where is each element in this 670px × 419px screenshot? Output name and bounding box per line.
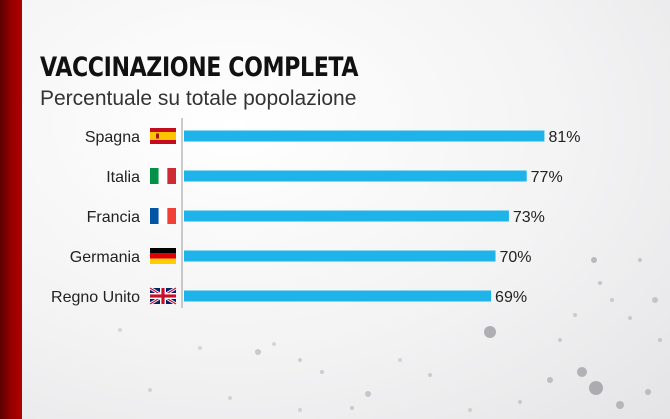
bar-italia	[184, 170, 527, 182]
france-flag-icon	[150, 208, 176, 224]
value-label-germania: 70%	[500, 249, 532, 266]
bar-spagna	[184, 130, 545, 142]
category-label-italia: Italia	[106, 169, 140, 186]
category-label-francia: Francia	[87, 209, 140, 226]
value-label-italia: 77%	[531, 169, 563, 186]
chart-subtitle: Percentuale su totale popolazione	[40, 87, 357, 110]
italy-flag-icon	[150, 168, 176, 184]
bar-germania	[184, 250, 496, 262]
value-label-spagna: 81%	[548, 129, 580, 146]
brand-strip	[0, 0, 22, 419]
category-label-regno-unito: Regno Unito	[51, 289, 140, 306]
bar-francia	[184, 210, 509, 222]
germany-flag-icon	[150, 248, 176, 264]
uk-flag-icon	[149, 286, 177, 306]
spain-flag-icon	[150, 128, 176, 144]
category-label-germania: Germania	[70, 249, 140, 266]
value-label-regno-unito: 69%	[495, 289, 527, 306]
value-label-francia: 73%	[513, 209, 545, 226]
chart-title: VACCINAZIONE COMPLETA	[40, 52, 359, 83]
bar-regno-unito	[184, 290, 492, 302]
category-label-spagna: Spagna	[85, 129, 140, 146]
